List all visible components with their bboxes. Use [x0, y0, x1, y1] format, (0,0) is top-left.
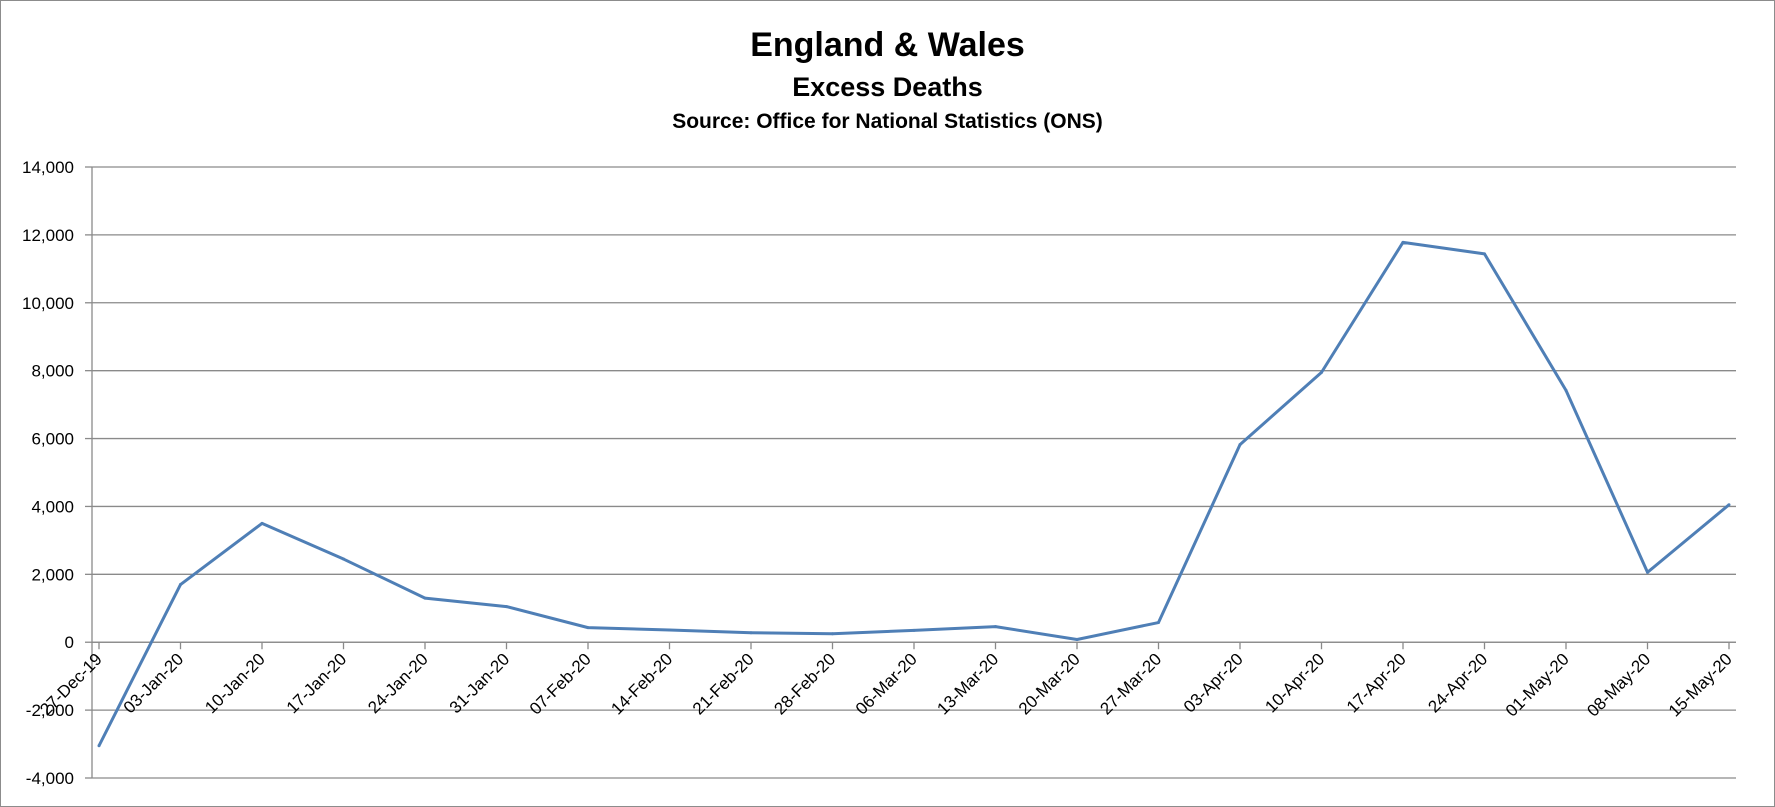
chart-source: Source: Office for National Statistics (… [672, 110, 1103, 133]
data-point [1727, 503, 1731, 507]
y-tick-label: -4,000 [26, 769, 74, 788]
data-point [1238, 443, 1242, 447]
data-point [179, 583, 182, 587]
chart-subtitle: Excess Deaths [792, 72, 983, 102]
data-point [260, 521, 264, 525]
x-tick-label: 27-Mar-20 [1096, 650, 1165, 719]
x-tick-label: 10-Jan-20 [201, 650, 269, 718]
data-point [912, 628, 916, 632]
data-point [586, 626, 590, 630]
data-point [97, 744, 101, 748]
data-point [1564, 388, 1568, 392]
y-tick-label: 6,000 [31, 430, 74, 449]
data-point [505, 605, 508, 609]
chart-title: England & Wales [750, 26, 1025, 64]
x-tick-label: 21-Feb-20 [689, 650, 758, 719]
data-point [831, 632, 834, 636]
x-tick-label: 14-Feb-20 [607, 650, 676, 719]
data-point [668, 628, 671, 632]
data-point [1483, 252, 1486, 256]
x-tick-label: 13-Mar-20 [933, 650, 1002, 719]
data-point [749, 631, 753, 635]
x-tick-label: 17-Jan-20 [283, 650, 351, 718]
x-tick-label: 03-Apr-20 [1180, 650, 1247, 717]
y-tick-label: 14,000 [22, 158, 74, 177]
y-tick-label: 0 [65, 633, 74, 652]
y-tick-label: 2,000 [31, 565, 74, 584]
x-tick-label: 28-Feb-20 [770, 650, 839, 719]
series-line [97, 240, 1730, 747]
data-point [994, 625, 997, 629]
x-tick-label: 31-Jan-20 [446, 650, 514, 718]
data-point [1157, 621, 1160, 625]
x-tick-label: 20-Mar-20 [1015, 650, 1084, 719]
data-point [1075, 638, 1079, 642]
x-tick-label: 10-Apr-20 [1261, 650, 1328, 717]
y-tick-label: 12,000 [22, 226, 74, 245]
x-tick-label: 24-Apr-20 [1424, 650, 1491, 717]
y-tick-label: 10,000 [22, 294, 74, 313]
data-point [423, 596, 427, 600]
x-tick-label: 17-Apr-20 [1343, 650, 1410, 717]
y-tick-label: 4,000 [31, 497, 74, 516]
data-point [342, 557, 345, 561]
y-tick-label: 8,000 [31, 362, 74, 381]
x-tick-label: 07-Feb-20 [526, 650, 595, 719]
y-tick-label: -2,000 [26, 701, 74, 720]
x-tick-label: 06-Mar-20 [852, 650, 921, 719]
x-tick-label: 24-Jan-20 [364, 650, 432, 718]
data-point [1646, 570, 1649, 574]
data-point [1401, 240, 1405, 244]
data-point [1320, 370, 1323, 374]
